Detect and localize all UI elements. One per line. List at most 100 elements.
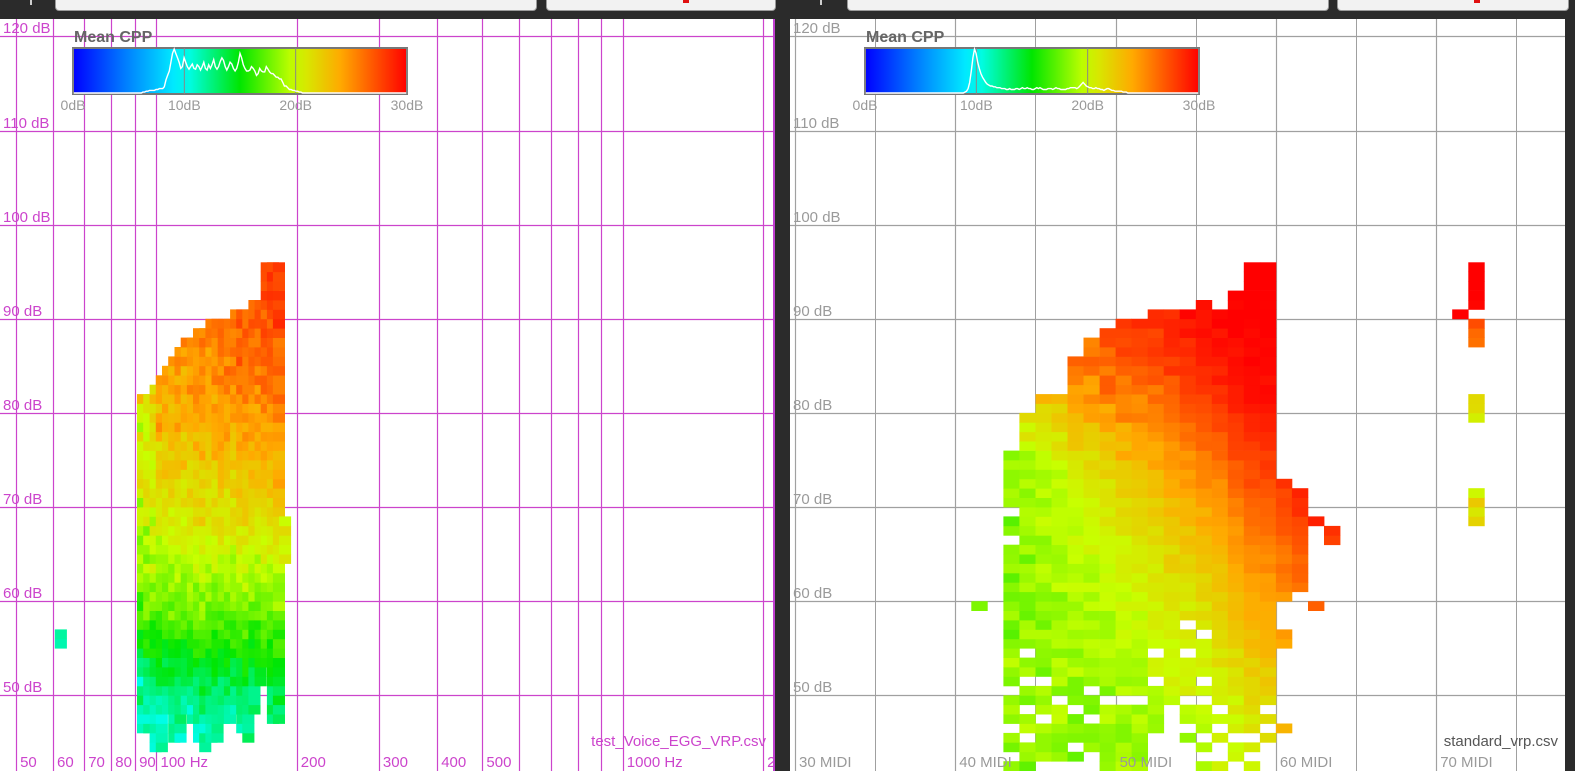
heatmap-cell (260, 290, 273, 301)
heatmap-cell (248, 384, 261, 395)
heatmap-cell (1083, 394, 1100, 404)
heatmap-cell (1259, 497, 1277, 508)
heatmap-cell (236, 450, 249, 461)
heatmap-cell (1468, 281, 1485, 291)
heatmap-cell (1051, 648, 1068, 658)
heatmap-cell (155, 610, 168, 621)
heatmap-cell (137, 629, 150, 640)
heatmap-cell (162, 648, 175, 658)
heatmap-cell (272, 422, 285, 433)
heatmap-cell (174, 431, 187, 442)
heatmap-cell (1115, 337, 1132, 348)
heatmap-cell (1179, 516, 1197, 527)
heatmap-cell (1259, 525, 1277, 536)
heatmap-cell (1083, 384, 1100, 395)
heatmap-cell (1003, 582, 1020, 593)
heatmap-cell (162, 601, 175, 611)
heatmap-cell (180, 441, 193, 451)
heatmap-cell (155, 488, 168, 498)
heatmap-cell (168, 657, 181, 668)
heatmap-cell (1035, 412, 1052, 423)
heatmap-cell (1035, 685, 1052, 696)
heatmap-cell (180, 525, 193, 536)
heatmap-cell (1035, 516, 1052, 527)
heatmap-cell (1131, 525, 1148, 536)
heatmap-cell (162, 704, 175, 715)
heatmap-cell (1211, 365, 1229, 376)
heatmap-cell (1083, 582, 1100, 593)
toolbar-field-left-2[interactable] (546, 0, 776, 11)
heatmap-cell (149, 507, 162, 517)
heatmap-cell (1067, 460, 1084, 470)
heatmap-cell (180, 403, 193, 414)
heatmap-cell (1163, 695, 1181, 706)
heatmap-cell (254, 460, 267, 470)
heatmap-cell (1227, 337, 1245, 348)
heatmap-cell (180, 356, 193, 367)
heatmap-cell (168, 375, 181, 386)
heatmap-cell (230, 431, 243, 442)
heatmap-cell (236, 328, 249, 338)
heatmap-cell (272, 281, 285, 291)
heatmap-cell (1211, 488, 1229, 498)
heatmap-cell (162, 685, 175, 696)
heatmap-cell (217, 469, 230, 480)
heatmap-cell (205, 375, 218, 386)
heatmap-cell (1147, 365, 1165, 376)
heatmap-cell (1083, 412, 1100, 423)
heatmap-cell (193, 732, 206, 743)
heatmap-cell (1147, 572, 1165, 583)
heatmap-cell (211, 497, 224, 508)
heatmap-cell (242, 375, 255, 386)
heatmap-cell (1035, 478, 1052, 489)
heatmap-cell (1243, 507, 1261, 517)
toolbar-field-right-2[interactable] (1337, 0, 1569, 11)
toolbar-field-right[interactable] (847, 0, 1329, 11)
heatmap-cell (155, 394, 168, 404)
heatmap-cell (143, 695, 156, 706)
heatmap-cell (223, 497, 236, 508)
heatmap-cell (260, 582, 273, 593)
heatmap-cell (1147, 525, 1165, 536)
heatmap-cell (162, 563, 175, 574)
heatmap-cell (1259, 695, 1277, 706)
heatmap-cell (1195, 638, 1213, 649)
vrp-panel-right[interactable]: Mean CPP 0dB 10dB 20dB 30dB 50 dB 60 dB 70 dB 8… (790, 19, 1568, 771)
heatmap-cell (186, 384, 199, 395)
heatmap-cell (1179, 610, 1197, 621)
heatmap-cell (1163, 629, 1181, 640)
heatmap-cell (1035, 751, 1052, 762)
toolbar-field-left[interactable] (55, 0, 537, 11)
heatmap-cell (1195, 497, 1213, 508)
heatmap-cell (193, 714, 206, 724)
heatmap-cell (1147, 723, 1165, 734)
heatmap-cell (155, 591, 168, 602)
heatmap-cell (242, 394, 255, 404)
heatmap-cell (1083, 544, 1100, 555)
heatmap-cell (149, 638, 162, 649)
heatmap-cell (1019, 695, 1036, 706)
heatmap-cell (186, 422, 199, 433)
heatmap-cell (242, 365, 255, 376)
vrp-panel-left[interactable]: Mean CPP 0dB 10dB 20dB 30dB 50 dB 60 dB 70 dB 8… (0, 19, 775, 771)
heatmap-cell (1083, 422, 1100, 433)
heatmap-cell (1163, 469, 1181, 480)
heatmap-cell (211, 450, 224, 461)
heatmap-cell (272, 620, 285, 630)
heatmap-cell (1195, 572, 1213, 583)
heatmap-cell (1051, 751, 1068, 762)
heatmap-cell (223, 347, 236, 357)
heatmap-cell (193, 488, 206, 498)
heatmap-cell (272, 582, 285, 593)
heatmap-cell (223, 676, 236, 687)
y-tick-label: 60 dB (3, 585, 42, 602)
heatmap-cell (1468, 412, 1485, 423)
heatmap-cell (193, 460, 206, 470)
heatmap-cell (242, 422, 255, 433)
heatmap-cell (1035, 488, 1052, 498)
heatmap-cell (242, 723, 255, 734)
heatmap-cell (186, 412, 199, 423)
heatmap-cell (1067, 554, 1084, 564)
